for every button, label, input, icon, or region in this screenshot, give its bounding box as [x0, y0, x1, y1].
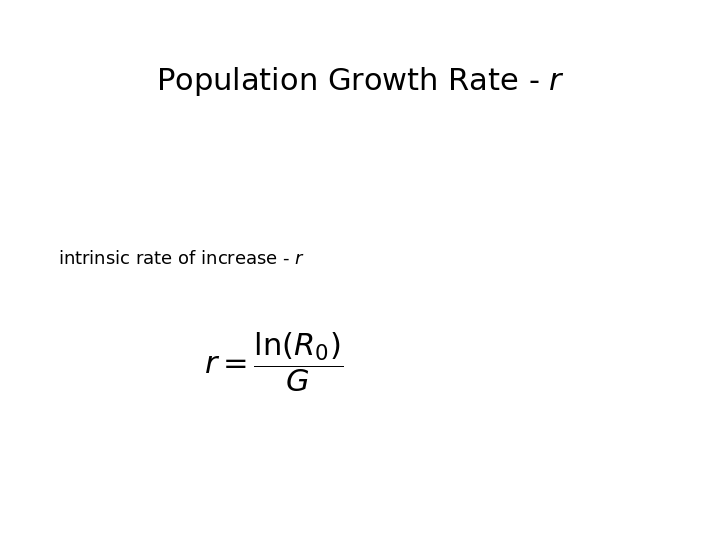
- Text: Population Growth Rate - $\mathit{r}$: Population Growth Rate - $\mathit{r}$: [156, 65, 564, 98]
- Text: $\mathit{r} = \dfrac{\ln(R_0)}{G}$: $\mathit{r} = \dfrac{\ln(R_0)}{G}$: [204, 330, 343, 394]
- Text: intrinsic rate of increase - $\mathit{r}$: intrinsic rate of increase - $\mathit{r}…: [58, 250, 305, 268]
